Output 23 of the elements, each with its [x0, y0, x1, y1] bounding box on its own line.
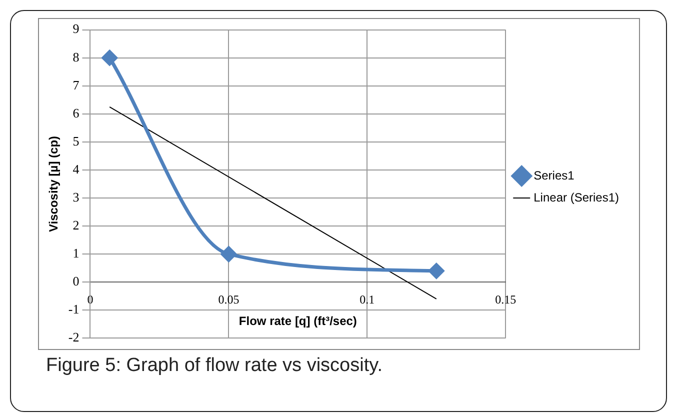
x-axis-title: Flow rate [q] (ft³/sec): [238, 314, 357, 328]
y-tick-label: 5: [72, 133, 80, 148]
y-tick-label: -2: [68, 330, 80, 345]
y-tick-label: 1: [72, 246, 80, 261]
x-tick-label: 0.1: [360, 292, 375, 306]
point: [102, 50, 118, 66]
point: [220, 246, 236, 262]
caption: Figure 5: Graph of flow rate vs viscosity.: [46, 355, 382, 377]
y-tick-label: 4: [72, 161, 80, 176]
y-tick-label: -1: [68, 302, 80, 317]
y-tick-label: 0: [72, 274, 80, 289]
legend-label: Series1: [534, 168, 575, 182]
y-tick-label: 9: [72, 21, 80, 36]
point: [428, 263, 444, 279]
y-tick-label: 3: [72, 189, 80, 204]
y-tick-label: 2: [72, 217, 80, 232]
y-tick-label: 7: [72, 77, 80, 92]
legend-label: Linear (Series1): [534, 190, 620, 204]
y-axis-title: Viscosity [µ] (cp): [46, 136, 61, 232]
x-tick-label: 0.05: [218, 292, 240, 306]
y-tick-label: 8: [72, 49, 80, 64]
y-tick-label: 6: [72, 105, 80, 120]
x-tick-label: 0.15: [495, 292, 516, 306]
